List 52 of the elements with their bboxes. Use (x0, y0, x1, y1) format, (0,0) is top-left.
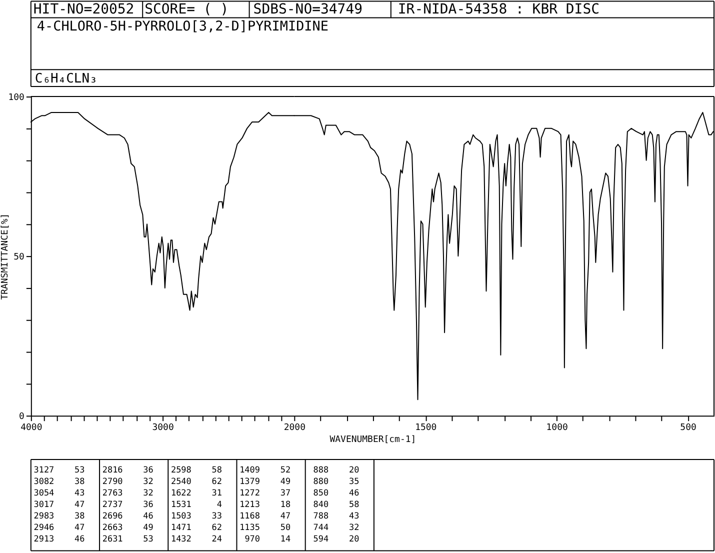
text: 1213 18 (240, 498, 291, 509)
text: 1531 4 (170, 498, 222, 509)
text: 2983 38 (34, 510, 85, 520)
x-tick-label: 4000 (20, 423, 42, 434)
text: SDBS-NO=34749 (253, 2, 363, 18)
text: 1503 33 (170, 510, 222, 520)
text: HIT-NO=20052 (33, 2, 134, 18)
text: 850 46 (313, 487, 360, 498)
text: 2696 46 (102, 510, 154, 520)
x-tick-label: 1000 (546, 423, 568, 434)
text: SCORE= ( ) (144, 2, 229, 18)
chart-title: 4-CHLORO-5H-PYRROLO[3,2-D]PYRIMIDINE (36, 20, 328, 35)
y-tick-label: 50 (14, 252, 24, 263)
y-tick-label: 100 (8, 92, 24, 103)
x-axis-title: WAVENUMBER[cm-1] (330, 435, 416, 446)
text: 2631 53 (102, 533, 154, 544)
text: 2598 58 (170, 464, 222, 474)
text: 744 32 (313, 522, 360, 532)
text: 788 43 (313, 510, 360, 520)
text: 1272 37 (240, 487, 291, 498)
text: 2737 36 (102, 498, 154, 509)
text: 1622 31 (170, 487, 222, 498)
text: 1409 52 (240, 464, 291, 474)
text: 2663 49 (102, 522, 154, 532)
text: IR-NIDA-54358 : KBR DISC (398, 2, 600, 18)
x-tick-label: 3000 (152, 423, 174, 434)
text: 1168 47 (240, 510, 291, 520)
x-tick-label: 1500 (415, 423, 437, 434)
text: 1471 62 (170, 522, 222, 532)
y-axis-title: TRANSMITTANCE[%] (0, 213, 10, 300)
text: 2816 36 (102, 464, 154, 474)
text: 3017 47 (34, 498, 85, 509)
chart-subtitle: C₆H₄CLN₃ (34, 72, 98, 87)
text: 2763 32 (102, 487, 154, 498)
text: 2790 32 (102, 476, 154, 486)
text: 3054 43 (34, 487, 85, 498)
text: 970 14 (244, 533, 291, 544)
text: 1135 50 (240, 522, 291, 532)
text: 2540 62 (170, 476, 222, 486)
y-tick-label: 0 (19, 412, 24, 422)
text: 3127 53 (34, 464, 85, 474)
text: 1432 24 (170, 533, 222, 544)
text: 840 58 (313, 498, 360, 509)
text: 2913 46 (34, 533, 85, 544)
text: 594 20 (313, 533, 360, 544)
text: 888 20 (313, 464, 360, 474)
x-tick-label: 2000 (284, 423, 306, 434)
text: 3082 38 (34, 476, 85, 486)
text: 880 35 (313, 476, 360, 486)
x-tick-label: 500 (680, 423, 696, 434)
text: 2946 47 (34, 522, 85, 532)
text: 1379 49 (240, 476, 291, 486)
